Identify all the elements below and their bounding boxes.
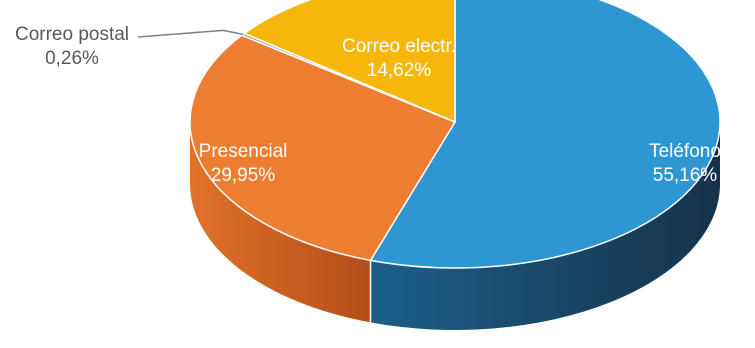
- slice-label-name-1: Presencial: [199, 141, 288, 162]
- slice-label-3: Correo electr. 14,62%: [342, 36, 456, 81]
- pie-slice-0: [369, 0, 721, 269]
- slice-label-1: Presencial 29,95%: [199, 141, 288, 186]
- callout-line-2: [137, 29, 244, 38]
- slice-label-value-1: 29,95%: [211, 165, 276, 186]
- pie-labels: Teléfono 55,16% Presencial 29,95% Correo pos…: [15, 24, 721, 186]
- slice-label-value-0: 55,16%: [653, 165, 718, 186]
- slice-label-value-2: 0,26%: [45, 48, 99, 69]
- pie-side-1: [190, 122, 371, 323]
- slice-label-2: Correo postal 0,26%: [15, 24, 129, 69]
- slice-label-name-0: Teléfono: [649, 141, 721, 162]
- slice-label-name-2: Correo postal: [15, 24, 129, 45]
- pie-slice-1: [189, 34, 456, 262]
- pie-sides: [190, 122, 720, 330]
- slice-label-0: Teléfono 55,16%: [649, 141, 721, 186]
- slice-label-value-3: 14,62%: [367, 60, 432, 81]
- pie-slice-3: [243, 0, 456, 123]
- slice-label-name-3: Correo electr.: [342, 36, 456, 57]
- pie-side-0: [370, 122, 720, 330]
- pie-tops: [189, 0, 721, 269]
